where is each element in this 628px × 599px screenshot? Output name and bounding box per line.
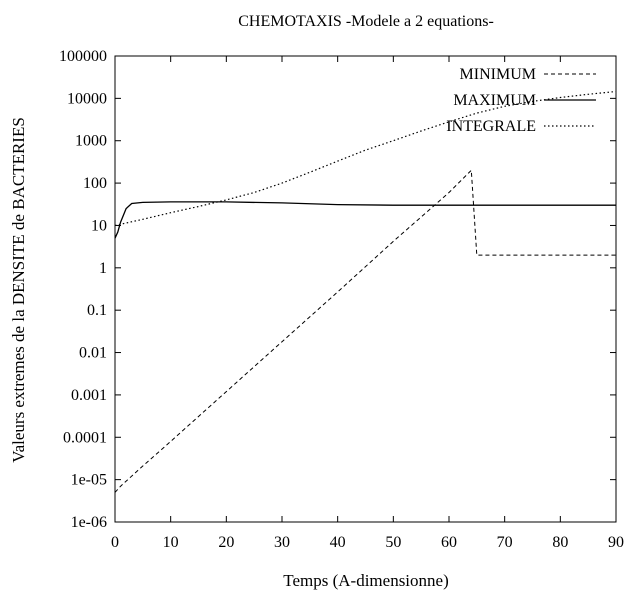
x-tick-label: 0 bbox=[111, 534, 119, 551]
series-line-maximum bbox=[114, 201, 616, 239]
x-tick-label: 20 bbox=[218, 534, 234, 551]
y-tick-label: 100 bbox=[83, 175, 107, 192]
legend: MINIMUM MAXIMUM INTEGRALE bbox=[446, 66, 596, 135]
series-line-minimum bbox=[114, 169, 616, 493]
y-tick-label: 0.1 bbox=[87, 302, 107, 319]
y-tick-label: 1e-06 bbox=[71, 514, 107, 531]
series-line-integrale bbox=[114, 90, 617, 227]
y-tick-label: 0.0001 bbox=[63, 429, 107, 446]
chart-title: CHEMOTAXIS -Modele a 2 equations- bbox=[238, 13, 494, 30]
x-tick-label: 30 bbox=[274, 534, 290, 551]
x-tick-label: 60 bbox=[441, 534, 457, 551]
y-tick-label: 10 bbox=[91, 217, 107, 234]
x-tick-label: 50 bbox=[385, 534, 401, 551]
y-tick-label: 0.001 bbox=[71, 387, 107, 404]
series-layer bbox=[114, 90, 617, 493]
y-tick-label: 1000 bbox=[75, 133, 107, 150]
x-tick-label: 70 bbox=[497, 534, 513, 551]
legend-label-maximum: MAXIMUM bbox=[453, 92, 536, 109]
x-tick-label: 40 bbox=[330, 534, 346, 551]
x-axis-label: Temps (A-dimensionne) bbox=[283, 571, 448, 590]
plot-frame bbox=[114, 55, 617, 523]
x-tick-label: 10 bbox=[163, 534, 179, 551]
x-tick-label: 80 bbox=[552, 534, 568, 551]
y-tick-label: 1 bbox=[99, 260, 107, 277]
y-tick-label: 10000 bbox=[67, 90, 107, 107]
y-axis-label: Valeurs extremes de la DENSITE de BACTER… bbox=[9, 117, 28, 463]
y-tick-label: 100000 bbox=[59, 48, 107, 65]
y-tick-label: 1e-05 bbox=[71, 472, 107, 489]
axis-ticks: 0 10 20 30 40 50 60 70 80 90 1e-06 1e-05 0.0001 0.001… bbox=[59, 48, 624, 551]
y-tick-label: 0.01 bbox=[79, 345, 107, 362]
legend-label-minimum: MINIMUM bbox=[460, 66, 536, 83]
legend-label-integrale: INTEGRALE bbox=[446, 118, 536, 135]
x-tick-label: 90 bbox=[608, 534, 624, 551]
